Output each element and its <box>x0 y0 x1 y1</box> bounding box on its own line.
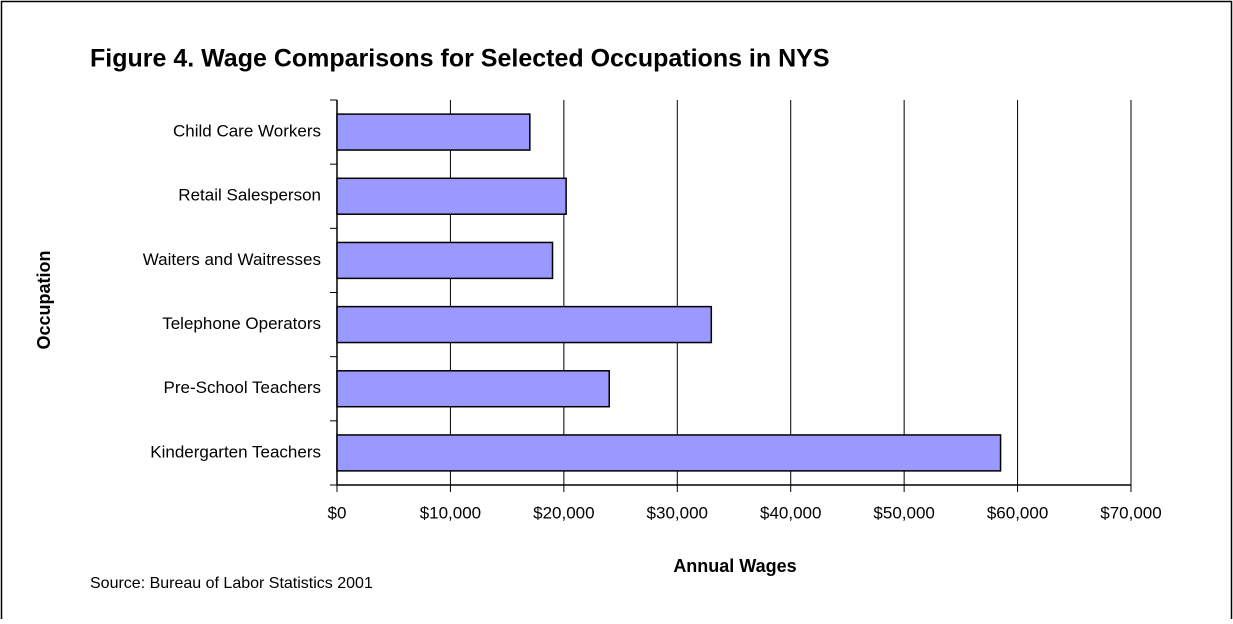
bar <box>336 177 567 215</box>
y-tick-label: Child Care Workers <box>173 122 321 141</box>
y-tick-label: Pre-School Teachers <box>164 378 322 397</box>
y-tick-label: Telephone Operators <box>162 314 321 333</box>
chart-title: Figure 4. Wage Comparisons for Selected … <box>90 45 830 73</box>
y-tick-label: Retail Salesperson <box>178 186 321 205</box>
x-axis-label: Annual Wages <box>673 556 796 576</box>
source-note: Source: Bureau of Labor Statistics 2001 <box>90 575 373 592</box>
x-tick-label: $60,000 <box>987 503 1048 522</box>
x-tick-label: $10,000 <box>420 503 481 522</box>
bar <box>336 113 531 151</box>
x-tick-label: $0 <box>328 503 347 522</box>
y-axis-label: Occupation <box>34 250 54 349</box>
bar <box>336 434 1002 472</box>
y-tick-label: Waiters and Waitresses <box>143 250 321 269</box>
x-tick-label: $30,000 <box>647 503 708 522</box>
bar <box>336 370 610 408</box>
y-tick-label: Kindergarten Teachers <box>150 442 321 461</box>
x-tick-label: $70,000 <box>1100 503 1161 522</box>
x-tick-label: $50,000 <box>873 503 934 522</box>
bar <box>336 241 554 280</box>
x-tick-label: $20,000 <box>533 503 594 522</box>
x-tick-label: $40,000 <box>760 503 821 522</box>
bar <box>336 305 713 344</box>
